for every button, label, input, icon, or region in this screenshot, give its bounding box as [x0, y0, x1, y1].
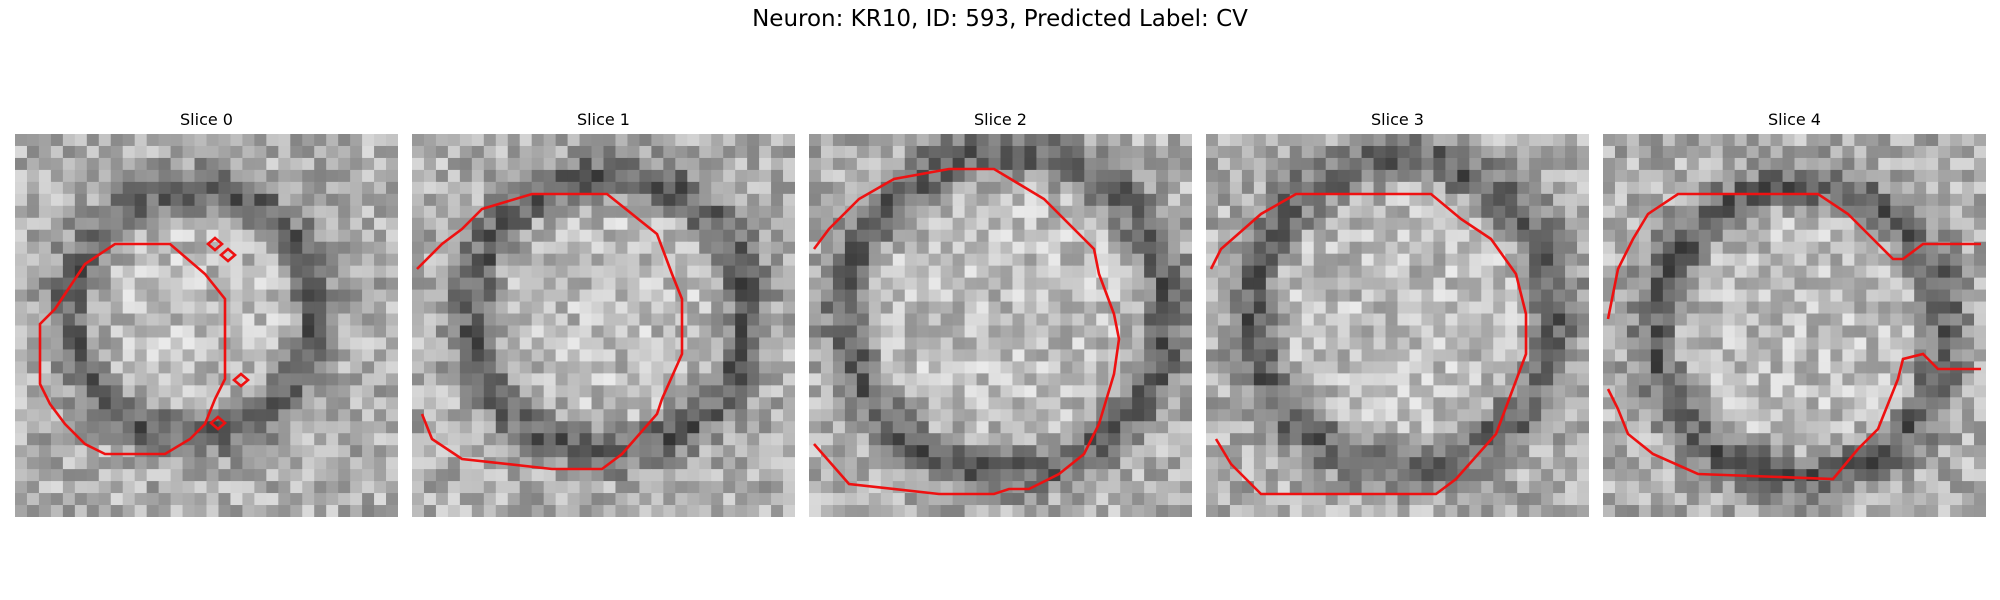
- slice-panel-1: Slice 1: [412, 109, 795, 517]
- slice-title-2: Slice 2: [974, 110, 1027, 129]
- slice-pixels-0: [15, 134, 398, 517]
- slice-image-0: [15, 134, 398, 517]
- slice-image-2: [809, 134, 1192, 517]
- contour-overlay-0: [38, 236, 250, 456]
- slice-pixels-3: [1206, 134, 1589, 517]
- contour-overlay-2: [812, 167, 1121, 496]
- contour-overlay-4: [1606, 192, 1981, 481]
- slice-image-3: [1206, 134, 1589, 517]
- contour-overlay-1: [416, 192, 684, 471]
- slice-panel-2: Slice 2: [809, 109, 1192, 517]
- slice-image-4: [1603, 134, 1986, 517]
- slice-pixels-2: [809, 134, 1192, 517]
- slice-title-3: Slice 3: [1371, 110, 1424, 129]
- slice-title-1: Slice 1: [577, 110, 630, 129]
- slice-pixels-4: [1603, 134, 1986, 517]
- slice-title-4: Slice 4: [1768, 110, 1821, 129]
- figure-title: Neuron: KR10, ID: 593, Predicted Label: …: [752, 6, 1248, 32]
- slice-title-0: Slice 0: [180, 110, 233, 129]
- slice-panel-0: Slice 0: [15, 109, 398, 517]
- slice-panel-4: Slice 4: [1603, 109, 1986, 517]
- slice-panel-3: Slice 3: [1206, 109, 1589, 517]
- contour-overlay-3: [1209, 192, 1528, 496]
- slice-pixels-1: [412, 134, 795, 517]
- slice-image-1: [412, 134, 795, 517]
